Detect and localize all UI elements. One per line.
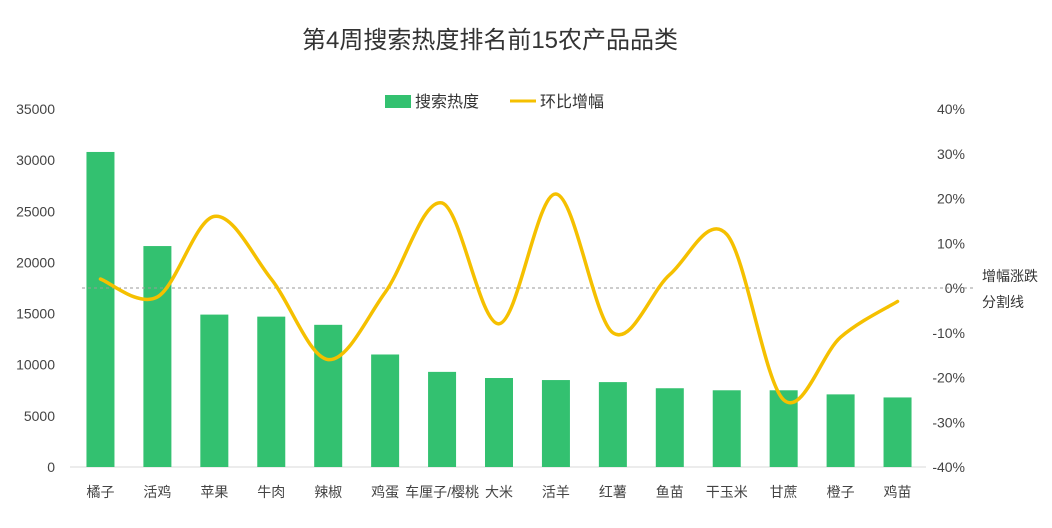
right-tick-label: -10% (932, 325, 965, 341)
bar (541, 380, 570, 467)
left-tick-label: 15000 (16, 306, 55, 322)
legend-line-label: 环比增幅 (540, 93, 604, 111)
left-tick-label: 10000 (16, 357, 55, 373)
category-labels: 橘子 活鸡 苹果 牛肉 辣椒 鸡蛋 车厘子/樱桃 大米 活羊 红薯 鱼苗 干玉米 甘蔗 橙子 鸡苗 (86, 484, 911, 500)
reference-line-label-2: 分割线 (982, 294, 1024, 310)
category-label: 苹果 (200, 484, 228, 500)
reference-line-label: 增幅涨跌 分割线 (982, 268, 1042, 310)
legend-bar-swatch (385, 95, 411, 108)
right-tick-label: -30% (932, 414, 965, 430)
category-label: 橘子 (86, 484, 114, 500)
bar (485, 378, 513, 467)
bar (257, 316, 286, 467)
category-label: 大米 (485, 484, 513, 500)
left-tick-label: 25000 (16, 203, 55, 219)
category-label: 车厘子/樱桃 (405, 484, 479, 500)
right-tick-label: 10% (937, 235, 965, 251)
chart-title: 第4周搜索热度排名前15农产品品类 (302, 27, 678, 54)
category-label: 鱼苗 (656, 484, 684, 500)
bar (200, 314, 229, 467)
bar (314, 324, 343, 467)
bar (371, 354, 400, 467)
left-tick-label: 30000 (16, 152, 55, 168)
category-label: 甘蔗 (770, 484, 798, 500)
left-tick-label: 0 (47, 459, 55, 475)
legend: 搜索热度 环比增幅 (385, 93, 604, 111)
bar (712, 390, 741, 467)
bar (598, 382, 627, 467)
bar (655, 388, 684, 467)
bar (143, 246, 172, 467)
growth-line (98, 192, 900, 405)
left-tick-label: 20000 (16, 254, 55, 270)
left-axis: 0 5000 10000 15000 20000 25000 30000 35000 (16, 101, 55, 475)
category-label: 红薯 (599, 484, 627, 500)
category-label: 活羊 (542, 484, 570, 500)
bar (883, 397, 912, 467)
right-axis: -40%-30%-20%-10%0%10%20%30%40% (932, 101, 965, 475)
right-tick-label: 40% (937, 101, 965, 117)
reference-line-label-1: 增幅涨跌 (982, 268, 1038, 284)
right-tick-label: 30% (937, 146, 965, 162)
bar (428, 371, 457, 467)
left-tick-label: 5000 (24, 408, 55, 424)
bar (86, 151, 115, 467)
right-tick-label: 20% (937, 191, 965, 207)
category-label: 牛肉 (257, 484, 285, 500)
legend-bar-label: 搜索热度 (415, 93, 479, 111)
category-label: 活鸡 (143, 484, 171, 500)
right-tick-label: -20% (932, 370, 965, 386)
bar-series (86, 151, 912, 467)
category-label: 鸡苗 (884, 484, 912, 500)
right-tick-label: -40% (932, 459, 965, 475)
category-label: 辣椒 (314, 484, 342, 500)
category-label: 橙子 (827, 484, 855, 500)
category-label: 鸡蛋 (371, 484, 399, 500)
bar (826, 394, 855, 467)
left-tick-label: 35000 (16, 101, 55, 117)
category-label: 干玉米 (706, 484, 748, 500)
